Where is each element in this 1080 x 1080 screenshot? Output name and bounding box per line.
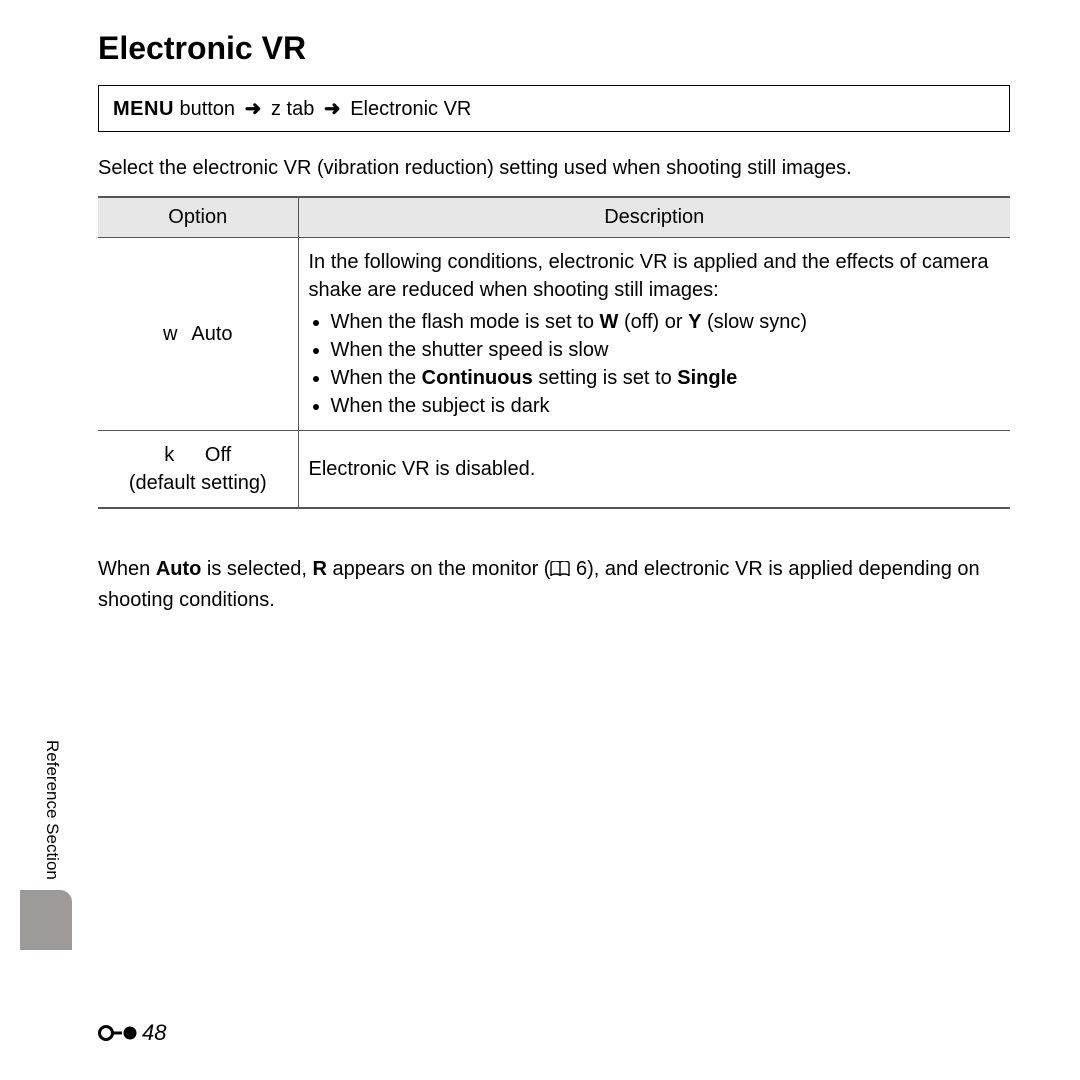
- after-text-bold: Auto: [156, 558, 202, 580]
- side-tab-marker: [20, 890, 72, 950]
- bullet-bold: Continuous: [422, 367, 533, 389]
- breadcrumb-tab-symbol: z: [271, 98, 281, 120]
- bullet-bold: Y: [688, 311, 701, 333]
- description-cell-off: Electronic VR is disabled.: [298, 431, 1010, 509]
- intro-text: Select the electronic VR (vibration redu…: [98, 154, 1010, 182]
- after-text: When Auto is selected, R appears on the …: [98, 555, 1010, 615]
- bullet-text: (off) or: [618, 311, 688, 333]
- bullet-text: When the shutter speed is slow: [331, 339, 609, 361]
- bullet-text: When the: [331, 367, 422, 389]
- option-subtext: (default setting): [108, 469, 288, 497]
- col-header-option: Option: [98, 197, 298, 238]
- desc-bullets: When the flash mode is set to W (off) or…: [309, 308, 1001, 420]
- option-symbol: w: [163, 320, 187, 348]
- breadcrumb-leaf: Electronic VR: [350, 98, 471, 120]
- table-row: w Auto In the following conditions, elec…: [98, 238, 1010, 431]
- reference-icon: [98, 1022, 138, 1044]
- list-item: When the shutter speed is slow: [331, 336, 1001, 364]
- table-row: k Off (default setting) Electronic VR is…: [98, 431, 1010, 509]
- after-text-frag: appears on the monitor (: [327, 558, 550, 580]
- breadcrumb-tab-word: tab: [281, 98, 314, 120]
- bullet-text: When the flash mode is set to: [331, 311, 600, 333]
- list-item: When the flash mode is set to W (off) or…: [331, 308, 1001, 336]
- breadcrumb: MENU button ➜ z tab ➜ Electronic VR: [98, 85, 1010, 132]
- arrow-icon: ➜: [324, 98, 341, 120]
- bullet-text: When the subject is dark: [331, 395, 550, 417]
- col-header-description: Description: [298, 197, 1010, 238]
- bullet-text: setting is set to: [533, 367, 678, 389]
- page-number: 48: [142, 1020, 166, 1046]
- list-item: When the subject is dark: [331, 392, 1001, 420]
- option-name: Off: [205, 444, 231, 466]
- list-item: When the Continuous setting is set to Si…: [331, 364, 1001, 392]
- option-symbol: k: [164, 441, 188, 469]
- book-icon: [550, 557, 570, 586]
- bullet-bold: W: [600, 311, 619, 333]
- desc-text: Electronic VR is disabled.: [309, 458, 536, 480]
- option-cell-off: k Off (default setting): [98, 431, 298, 509]
- breadcrumb-menu-label: MENU: [113, 98, 174, 120]
- bullet-text: (slow sync): [701, 311, 807, 333]
- page-footer: 48: [98, 1020, 166, 1046]
- option-cell-auto: w Auto: [98, 238, 298, 431]
- arrow-icon: ➜: [245, 98, 262, 120]
- after-text-frag: When: [98, 558, 156, 580]
- options-table: Option Description w Auto In the followi…: [98, 196, 1010, 509]
- section-title: Electronic VR: [98, 30, 1010, 67]
- description-cell-auto: In the following conditions, electronic …: [298, 238, 1010, 431]
- option-name: Auto: [191, 323, 232, 345]
- desc-lead: In the following conditions, electronic …: [309, 248, 1001, 304]
- side-section-label: Reference Section: [42, 740, 62, 880]
- breadcrumb-after-menu: button: [174, 98, 235, 120]
- side-tab: Reference Section: [20, 670, 80, 950]
- after-text-frag: is selected,: [201, 558, 312, 580]
- after-text-symbol: R: [313, 558, 327, 580]
- bullet-bold: Single: [677, 367, 737, 389]
